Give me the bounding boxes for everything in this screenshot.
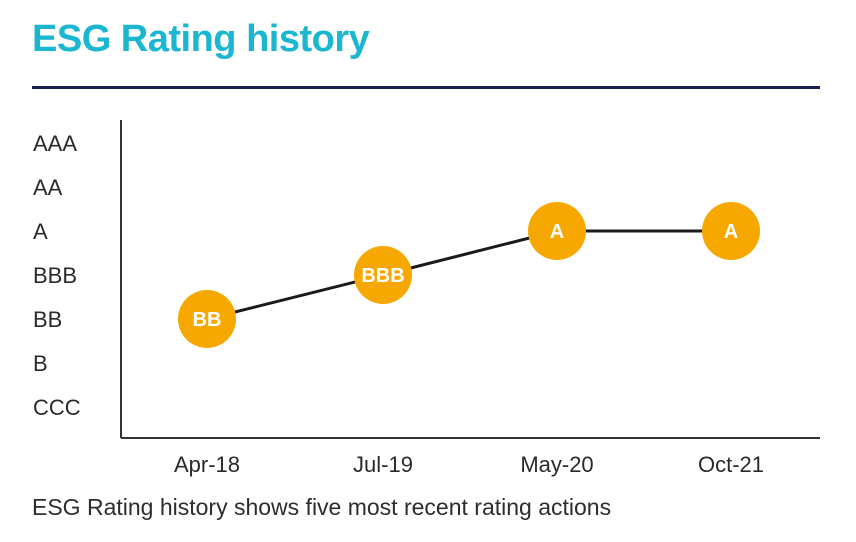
y-tick-label: B	[33, 351, 48, 376]
chart-title: ESG Rating history	[32, 18, 370, 60]
y-tick-label: AA	[33, 175, 63, 200]
y-tick-label: CCC	[33, 395, 81, 420]
rating-marker-label: A	[550, 221, 564, 243]
rating-marker	[528, 202, 586, 260]
rating-marker-label: BBB	[361, 265, 404, 287]
chart-caption: ESG Rating history shows five most recen…	[32, 494, 612, 520]
x-tick-label: Jul-19	[353, 452, 413, 477]
y-tick-label: A	[33, 219, 48, 244]
rating-marker	[178, 290, 236, 348]
x-tick-label: Apr-18	[174, 452, 240, 477]
title-divider	[32, 86, 820, 89]
x-tick-label: Oct-21	[698, 452, 764, 477]
chart-axes	[120, 120, 820, 439]
rating-marker-label: A	[724, 221, 738, 243]
series-line	[206, 229, 731, 321]
y-tick-label: BB	[33, 307, 62, 332]
rating-marker-label: BB	[193, 309, 222, 331]
x-tick-labels: Apr-18 Jul-19 May-20 Oct-21	[174, 452, 764, 477]
rating-marker	[702, 202, 760, 260]
y-tick-label: AAA	[33, 131, 77, 156]
x-tick-label: May-20	[520, 452, 593, 477]
y-tick-label: BBB	[33, 263, 77, 288]
rating-marker	[354, 246, 412, 304]
